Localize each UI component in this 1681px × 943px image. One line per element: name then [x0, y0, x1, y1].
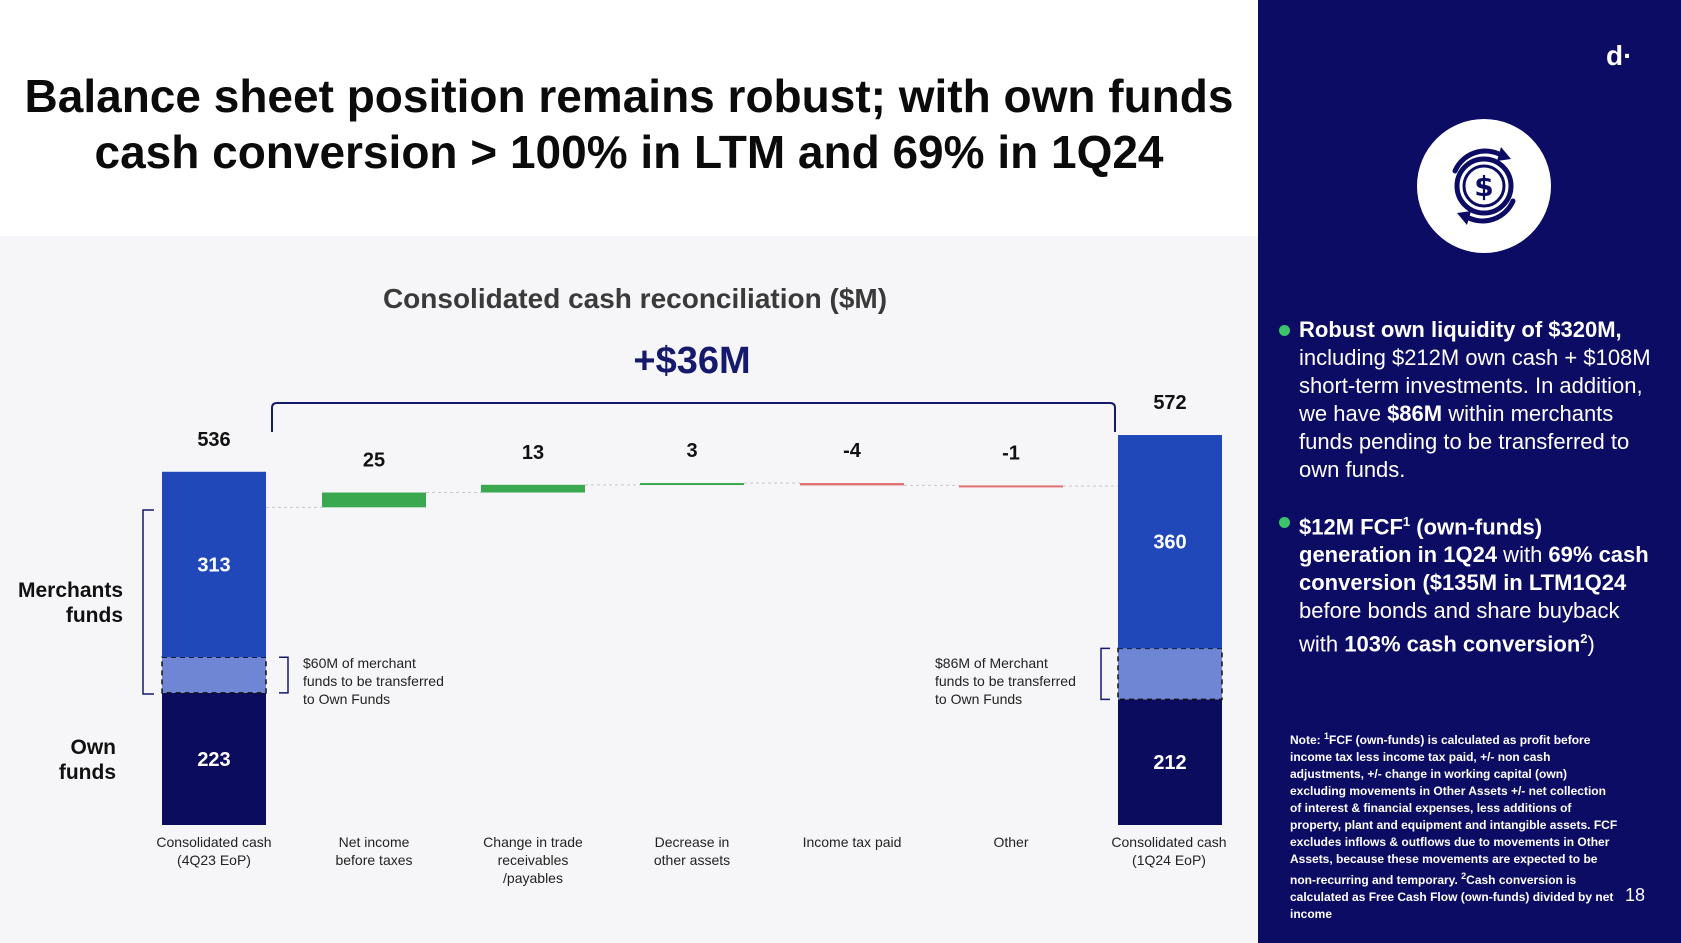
end-transfer-bar — [1117, 647, 1223, 701]
x-label-other-line-1: Other — [993, 834, 1029, 850]
x-label-trade: Change in trade receivables /payables — [458, 833, 608, 887]
end-transfer-annotation: $86M of Merchant funds to be transferred… — [935, 654, 1076, 708]
merchants-bracket — [142, 509, 154, 695]
start-transfer-bar — [161, 656, 267, 694]
x-label-trade-line-3: /payables — [503, 870, 563, 886]
delta-label: +$36M — [633, 340, 751, 382]
merchants-funds-label: Merchants funds — [10, 578, 123, 628]
end-own-value-label: 212 — [1153, 752, 1186, 774]
start-total-label: 536 — [197, 429, 230, 451]
bullet-fcf-bold-d: 103% cash conversion — [1344, 631, 1581, 657]
delta-brace — [271, 402, 1116, 432]
start-merchants-value-label: 313 — [197, 555, 230, 577]
page-number: 18 — [1625, 885, 1646, 905]
bullet-liquidity-text-a: including $212M own cash + $108M short-t… — [1299, 345, 1651, 426]
footnote-text-2: Cash conversion is calculated as Free Ca… — [1290, 873, 1614, 921]
cash-cycle-icon: $ — [1452, 147, 1516, 225]
start-annotation-line-1: $60M of merchant — [303, 655, 416, 671]
bullet-fcf-bold-a: $12M FCF — [1299, 514, 1403, 540]
delta-bar-4 — [800, 483, 904, 486]
bullet-fcf-bold-c: 69% cash conversion ($135M in LTM1Q24 — [1299, 542, 1649, 596]
footnote-sup-2: 2 — [1461, 871, 1467, 881]
delta-value-label-2: 13 — [522, 442, 544, 464]
x-label-end-line-2: (1Q24 EoP) — [1132, 852, 1206, 868]
end-merchants-value-label: 360 — [1153, 532, 1186, 554]
bullet-fcf-sup-b: 2 — [1580, 631, 1588, 647]
x-label-trade-line-2: receivables — [497, 852, 569, 868]
bullet-fcf-text-a: with — [1497, 542, 1549, 568]
delta-value-label-1: 25 — [363, 450, 385, 472]
delta-bar-1 — [322, 492, 426, 508]
x-label-end: Consolidated cash (1Q24 EoP) — [1094, 833, 1244, 869]
waterfall-chart: 313 223 360 212 536 572 25 13 3 -4 -1 — [142, 392, 1223, 825]
x-label-net-income-line-2: before taxes — [335, 852, 413, 868]
x-label-other-assets-line-2: other assets — [653, 852, 731, 868]
x-label-net-income-line-1: Net income — [338, 834, 410, 850]
x-label-end-line-1: Consolidated cash — [1111, 834, 1227, 850]
bullet-fcf-text-b: before bonds and share buyback with — [1299, 598, 1620, 657]
x-label-other-assets: Decrease in other assets — [617, 833, 767, 869]
bullet-fcf: $12M FCF1 (own-funds) generation in 1Q24… — [1279, 508, 1659, 659]
merchants-label-line-2: funds — [65, 604, 123, 627]
own-label-line-2: funds — [58, 761, 116, 784]
footnote-label: Note: — [1290, 733, 1324, 747]
merchants-label-line-1: Merchants — [17, 579, 123, 602]
footnote: Note: 1FCF (own-funds) is calculated as … — [1290, 728, 1620, 923]
bullet-liquidity-bold-b: $86M — [1387, 401, 1443, 426]
end-merchants-funds-bar — [1118, 435, 1222, 649]
end-transfer-bracket — [1100, 647, 1110, 701]
start-annotation-line-3: to Own Funds — [303, 691, 391, 707]
end-total-label: 572 — [1153, 392, 1186, 414]
delta-value-label-5: -1 — [1002, 442, 1020, 464]
x-label-start-line-2: (4Q23 EoP) — [177, 852, 251, 868]
bullet-dot-icon — [1279, 325, 1290, 336]
end-annotation-line-3: to Own Funds — [935, 691, 1023, 707]
chart-title: Consolidated cash reconciliation ($M) — [382, 283, 888, 314]
cash-cycle-icon-badge: $ — [1417, 119, 1551, 253]
logo: d· — [1606, 40, 1633, 71]
start-transfer-annotation: $60M of merchant funds to be transferred… — [303, 654, 444, 708]
delta-bar-3 — [640, 483, 744, 486]
own-label-line-1: Own — [70, 736, 117, 759]
x-label-trade-line-1: Change in trade — [483, 834, 583, 850]
x-label-net-income: Net income before taxes — [299, 833, 449, 869]
end-annotation-line-2: funds to be transferred — [935, 673, 1076, 689]
bullet-fcf-text-c: ) — [1587, 631, 1595, 657]
x-label-other-assets-line-1: Decrease in — [654, 834, 730, 850]
svg-text:$: $ — [1474, 170, 1493, 203]
delta-bar-5 — [959, 485, 1063, 488]
slide-title: Balance sheet position remains robust; w… — [0, 68, 1258, 180]
bullet-liquidity-bold-a: Robust own liquidity of $320M, — [1299, 317, 1622, 342]
bullet-dot-icon — [1279, 517, 1290, 528]
start-merchants-funds-bar — [162, 471, 266, 658]
x-label-other: Other — [936, 833, 1086, 851]
delta-value-label-3: 3 — [686, 440, 697, 462]
bullet-liquidity-text-b: within merchants funds pending to be tra… — [1299, 401, 1630, 482]
start-own-value-label: 223 — [197, 749, 230, 771]
own-funds-label: Own funds — [10, 735, 116, 785]
delta-bar-2 — [481, 484, 585, 493]
bullet-liquidity: Robust own liquidity of $320M, including… — [1279, 316, 1659, 484]
start-own-funds-bar — [162, 692, 266, 825]
start-transfer-bracket — [279, 656, 289, 694]
end-annotation-line-1: $86M of Merchant — [935, 655, 1048, 671]
end-own-funds-bar — [1118, 699, 1222, 825]
x-label-income-tax-line-1: Income tax paid — [802, 834, 902, 850]
slide-title-line-1: Balance sheet position remains robust; w… — [24, 70, 1234, 122]
x-label-start-line-1: Consolidated cash — [156, 834, 272, 850]
bullet-fcf-sup-a: 1 — [1402, 514, 1411, 529]
footnote-sup-1: 1 — [1324, 731, 1330, 741]
delta-value-label-4: -4 — [843, 440, 862, 462]
x-label-income-tax: Income tax paid — [777, 833, 927, 851]
slide-title-line-2: cash conversion > 100% in LTM and 69% in… — [94, 126, 1164, 178]
footnote-text-1: FCF (own-funds) is calculated as profit … — [1290, 733, 1618, 887]
bullet-fcf-bold-b: (own-funds) generation in 1Q24 — [1299, 514, 1543, 568]
start-annotation-line-2: funds to be transferred — [303, 673, 444, 689]
x-label-start: Consolidated cash (4Q23 EoP) — [139, 833, 289, 869]
